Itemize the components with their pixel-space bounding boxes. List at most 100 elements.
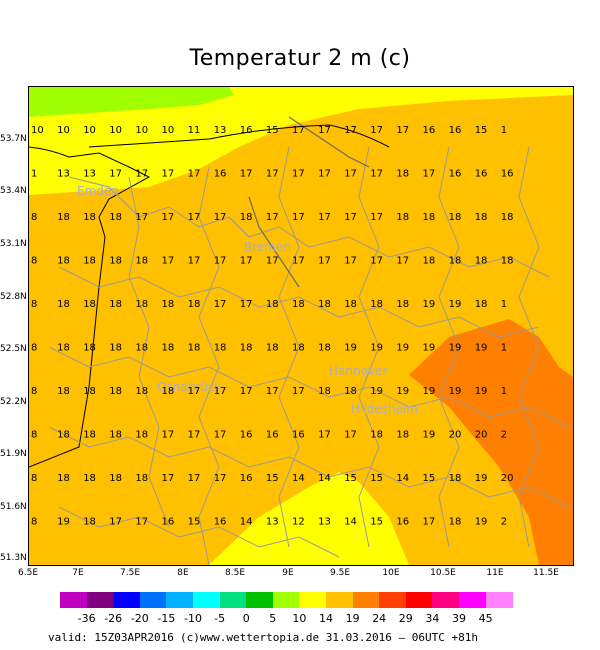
grid-value: 15 <box>188 517 201 528</box>
grid-value: 17 <box>240 256 253 267</box>
grid-value: 17 <box>188 169 201 180</box>
grid-value: 17 <box>266 256 279 267</box>
grid-value: 17 <box>344 212 357 223</box>
grid-value: 18 <box>135 473 148 484</box>
grid-value: 8 <box>31 517 37 528</box>
grid-value: 13 <box>57 169 70 180</box>
grid-value: 8 <box>31 343 37 354</box>
grid-value: 19 <box>57 517 70 528</box>
legend-label: -26 <box>104 612 123 625</box>
grid-value: 18 <box>449 517 462 528</box>
grid-value: 18 <box>188 343 201 354</box>
grid-value: 2 <box>501 430 507 441</box>
credit-line: (c)www.wettertopia.de 31.03.2016 – 06UTC… <box>180 631 479 644</box>
grid-value: 17 <box>135 169 148 180</box>
grid-value: 18 <box>135 430 148 441</box>
grid-value: 16 <box>423 125 436 136</box>
grid-value: 8 <box>31 299 37 310</box>
grid-value: 20 <box>449 430 462 441</box>
grid-value: 18 <box>214 343 227 354</box>
grid-value: 18 <box>370 430 383 441</box>
city-label-bremen: Bremen <box>244 240 291 254</box>
grid-value: 17 <box>188 430 201 441</box>
legend-swatch <box>193 592 221 608</box>
y-tick-label: 52.2N <box>0 397 27 407</box>
grid-value: 18 <box>57 212 70 223</box>
temperature-map: Emden Bremen Osnabrück Hannover Hildeshe… <box>28 86 574 566</box>
grid-value: 17 <box>292 256 305 267</box>
grid-value: 18 <box>449 212 462 223</box>
y-tick-label: 53.4N <box>0 186 27 196</box>
grid-value: 19 <box>475 473 488 484</box>
grid-value: 19 <box>475 343 488 354</box>
grid-value: 19 <box>475 517 488 528</box>
grid-value: 13 <box>83 169 96 180</box>
grid-value: 8 <box>31 212 37 223</box>
grid-value: 17 <box>162 430 175 441</box>
grid-value: 17 <box>214 473 227 484</box>
legend-label: 39 <box>452 612 466 625</box>
grid-value: 17 <box>214 430 227 441</box>
grid-value: 19 <box>475 386 488 397</box>
grid-value: 17 <box>370 212 383 223</box>
grid-value: 16 <box>449 169 462 180</box>
grid-value: 18 <box>318 343 331 354</box>
grid-value: 18 <box>162 343 175 354</box>
grid-value: 18 <box>83 473 96 484</box>
legend-swatch <box>113 592 141 608</box>
grid-value: 12 <box>292 517 305 528</box>
grid-value: 18 <box>344 299 357 310</box>
grid-value: 15 <box>344 473 357 484</box>
grid-value: 18 <box>57 299 70 310</box>
legend-label: 24 <box>372 612 387 625</box>
y-tick-label: 52.5N <box>0 344 27 354</box>
grid-value: 2 <box>501 517 507 528</box>
grid-value: 18 <box>83 256 96 267</box>
grid-value: 19 <box>370 386 383 397</box>
city-label-osnabrueck: Osnabrück <box>157 380 221 394</box>
grid-value: 16 <box>475 169 488 180</box>
grid-value: 13 <box>318 517 331 528</box>
x-tick-label: 9E <box>282 568 294 578</box>
grid-value: 17 <box>344 125 357 136</box>
grid-value: 18 <box>370 299 383 310</box>
grid-value: 17 <box>318 212 331 223</box>
grid-value: 17 <box>318 169 331 180</box>
grid-value: 17 <box>214 386 227 397</box>
grid-value: 18 <box>109 343 122 354</box>
grid-value: 16 <box>240 473 253 484</box>
grid-value: 15 <box>475 125 488 136</box>
grid-value: 19 <box>449 386 462 397</box>
grid-value: 16 <box>162 517 175 528</box>
grid-value: 19 <box>423 386 436 397</box>
legend-swatch <box>139 592 167 608</box>
grid-value: 18 <box>83 212 96 223</box>
x-tick-label: 10E <box>382 568 400 578</box>
grid-value: 18 <box>475 299 488 310</box>
legend-swatch <box>485 592 513 608</box>
grid-value: 18 <box>83 299 96 310</box>
legend-label: 14 <box>319 612 333 625</box>
legend-label: 19 <box>345 612 360 625</box>
y-tick-label: 51.9N <box>0 449 27 459</box>
grid-value: 17 <box>214 256 227 267</box>
grid-value: 18 <box>292 343 305 354</box>
grid-value: 1 <box>501 343 507 354</box>
legend-swatch <box>352 592 380 608</box>
grid-value: 17 <box>292 169 305 180</box>
legend-swatch <box>432 592 460 608</box>
valid-time: valid: 15Z03APR2016 <box>48 631 174 644</box>
grid-value: 18 <box>57 386 70 397</box>
grid-value: 18 <box>423 256 436 267</box>
district-borders <box>48 146 570 565</box>
grid-value: 20 <box>475 430 488 441</box>
city-label-hannover: Hannover <box>329 364 387 378</box>
grid-value: 8 <box>31 473 37 484</box>
grid-value: 19 <box>370 343 383 354</box>
grid-value: 18 <box>83 430 96 441</box>
grid-value: 17 <box>162 169 175 180</box>
grid-value: 17 <box>266 169 279 180</box>
grid-value: 13 <box>266 517 279 528</box>
grid-value: 1 <box>501 125 507 136</box>
grid-value: 17 <box>188 212 201 223</box>
